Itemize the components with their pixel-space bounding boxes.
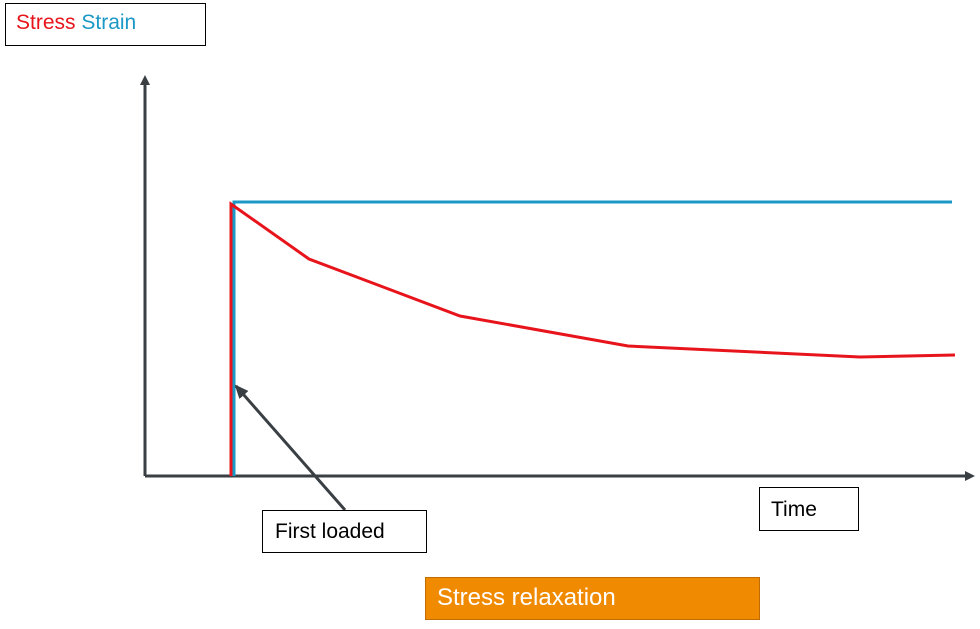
caption-text: Stress relaxation bbox=[437, 584, 616, 611]
legend: Stress Strain bbox=[5, 3, 206, 46]
strain-curve bbox=[232, 200, 952, 476]
time-label-box: Time bbox=[759, 487, 859, 531]
time-label: Time bbox=[771, 498, 817, 521]
first-loaded-pointer bbox=[234, 384, 347, 511]
legend-strain-label: Strain bbox=[81, 11, 137, 34]
legend-stress-label: Stress bbox=[16, 11, 76, 34]
caption-banner: Stress relaxation bbox=[425, 577, 760, 620]
first-loaded-box: First loaded bbox=[262, 510, 427, 553]
first-loaded-label: First loaded bbox=[275, 520, 385, 543]
stress-curve bbox=[229, 201, 956, 476]
